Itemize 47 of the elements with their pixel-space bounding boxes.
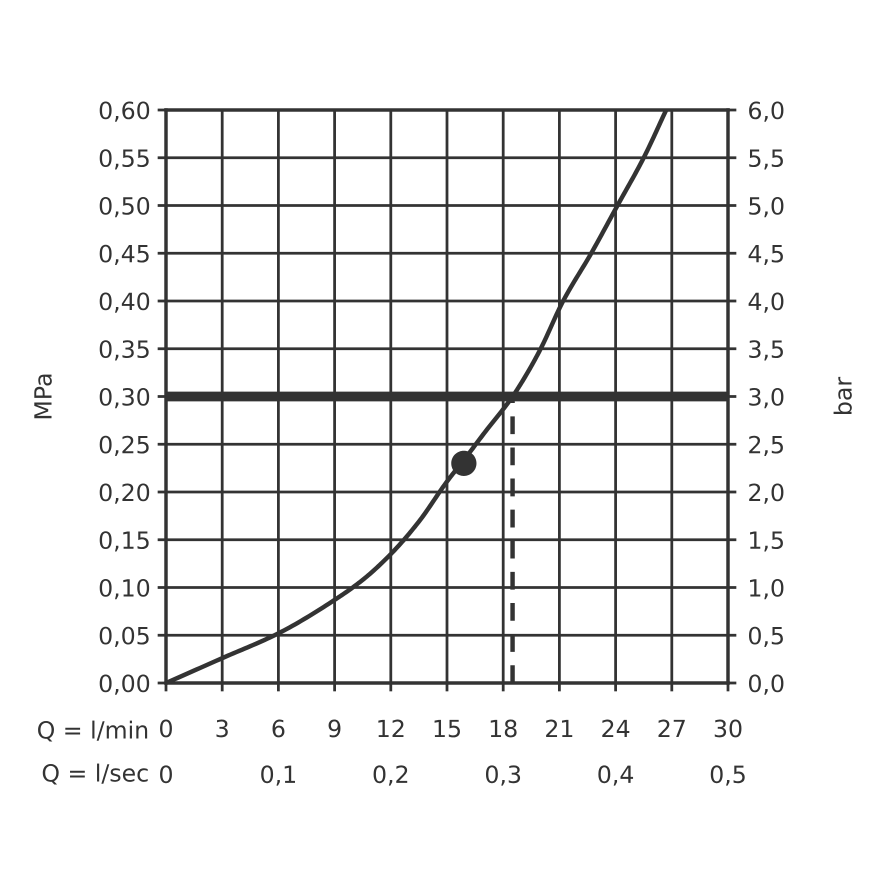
y2-tick-label: 4,0 <box>748 292 784 313</box>
x2-tick-label: 0,3 <box>486 765 520 786</box>
y-tick-label: 0,45 <box>100 244 149 265</box>
y2-tick-label: 4,5 <box>748 245 783 265</box>
y2-tick-label: 2,0 <box>749 483 784 504</box>
y2-tick-label: 1,5 <box>750 532 783 552</box>
x-tick-label: 3 <box>216 720 228 738</box>
y2-tick-label: 6,0 <box>749 101 784 122</box>
y2-tick-label: 2,5 <box>749 436 783 456</box>
x-tick-label: 15 <box>434 720 460 738</box>
y-tick-label: 0,40 <box>100 292 150 313</box>
y2-tick-label: 0,0 <box>749 674 784 695</box>
y2-axis-title: bar <box>834 376 852 414</box>
x-tick-label: 12 <box>378 720 404 738</box>
x2-tick-label: 0,1 <box>261 765 295 786</box>
y-tick-label: 0,55 <box>100 149 149 170</box>
x2-tick-label: 0,5 <box>710 765 745 786</box>
x2-axis-title: Q = l/sec <box>42 764 148 785</box>
y-axis-title: MPa <box>34 374 52 418</box>
x2-tick-label: 0,4 <box>598 765 634 786</box>
x-tick-label: 21 <box>546 720 572 738</box>
y2-tick-label: 1,0 <box>750 578 784 600</box>
y-tick-label: 0,00 <box>100 674 150 695</box>
x2-tick-label: 0 <box>160 765 172 784</box>
y-tick-label: 0,05 <box>100 626 149 647</box>
y2-tick-label: 5,5 <box>749 150 783 170</box>
y-tick-label: 0,35 <box>100 340 149 360</box>
x-tick-label: 18 <box>490 720 517 738</box>
y-tick-label: 0,25 <box>100 436 149 456</box>
x-tick-label: 30 <box>714 720 742 738</box>
y2-tick-label: 0,5 <box>749 626 783 647</box>
x-tick-label: 6 <box>272 720 284 738</box>
y2-tick-label: 5,0 <box>749 196 784 218</box>
x-tick-label: 0 <box>160 720 172 738</box>
y-tick-label: 0,60 <box>100 101 150 122</box>
y-tick-label: 0,50 <box>100 196 150 218</box>
y-tick-label: 0,30 <box>100 388 150 408</box>
x-tick-label: 24 <box>602 720 630 738</box>
y2-tick-label: 3,5 <box>749 340 783 360</box>
y-tick-label: 0,10 <box>100 578 150 600</box>
x-tick-label: 27 <box>658 720 685 738</box>
y-tick-label: 0,20 <box>100 483 150 504</box>
y2-tick-label: 3,0 <box>749 388 784 408</box>
x2-tick-label: 0,2 <box>374 765 408 786</box>
x-axis-title: Q = l/min <box>38 720 148 742</box>
y-tick-label: 0,15 <box>100 531 149 552</box>
x-tick-label: 9 <box>328 720 340 738</box>
